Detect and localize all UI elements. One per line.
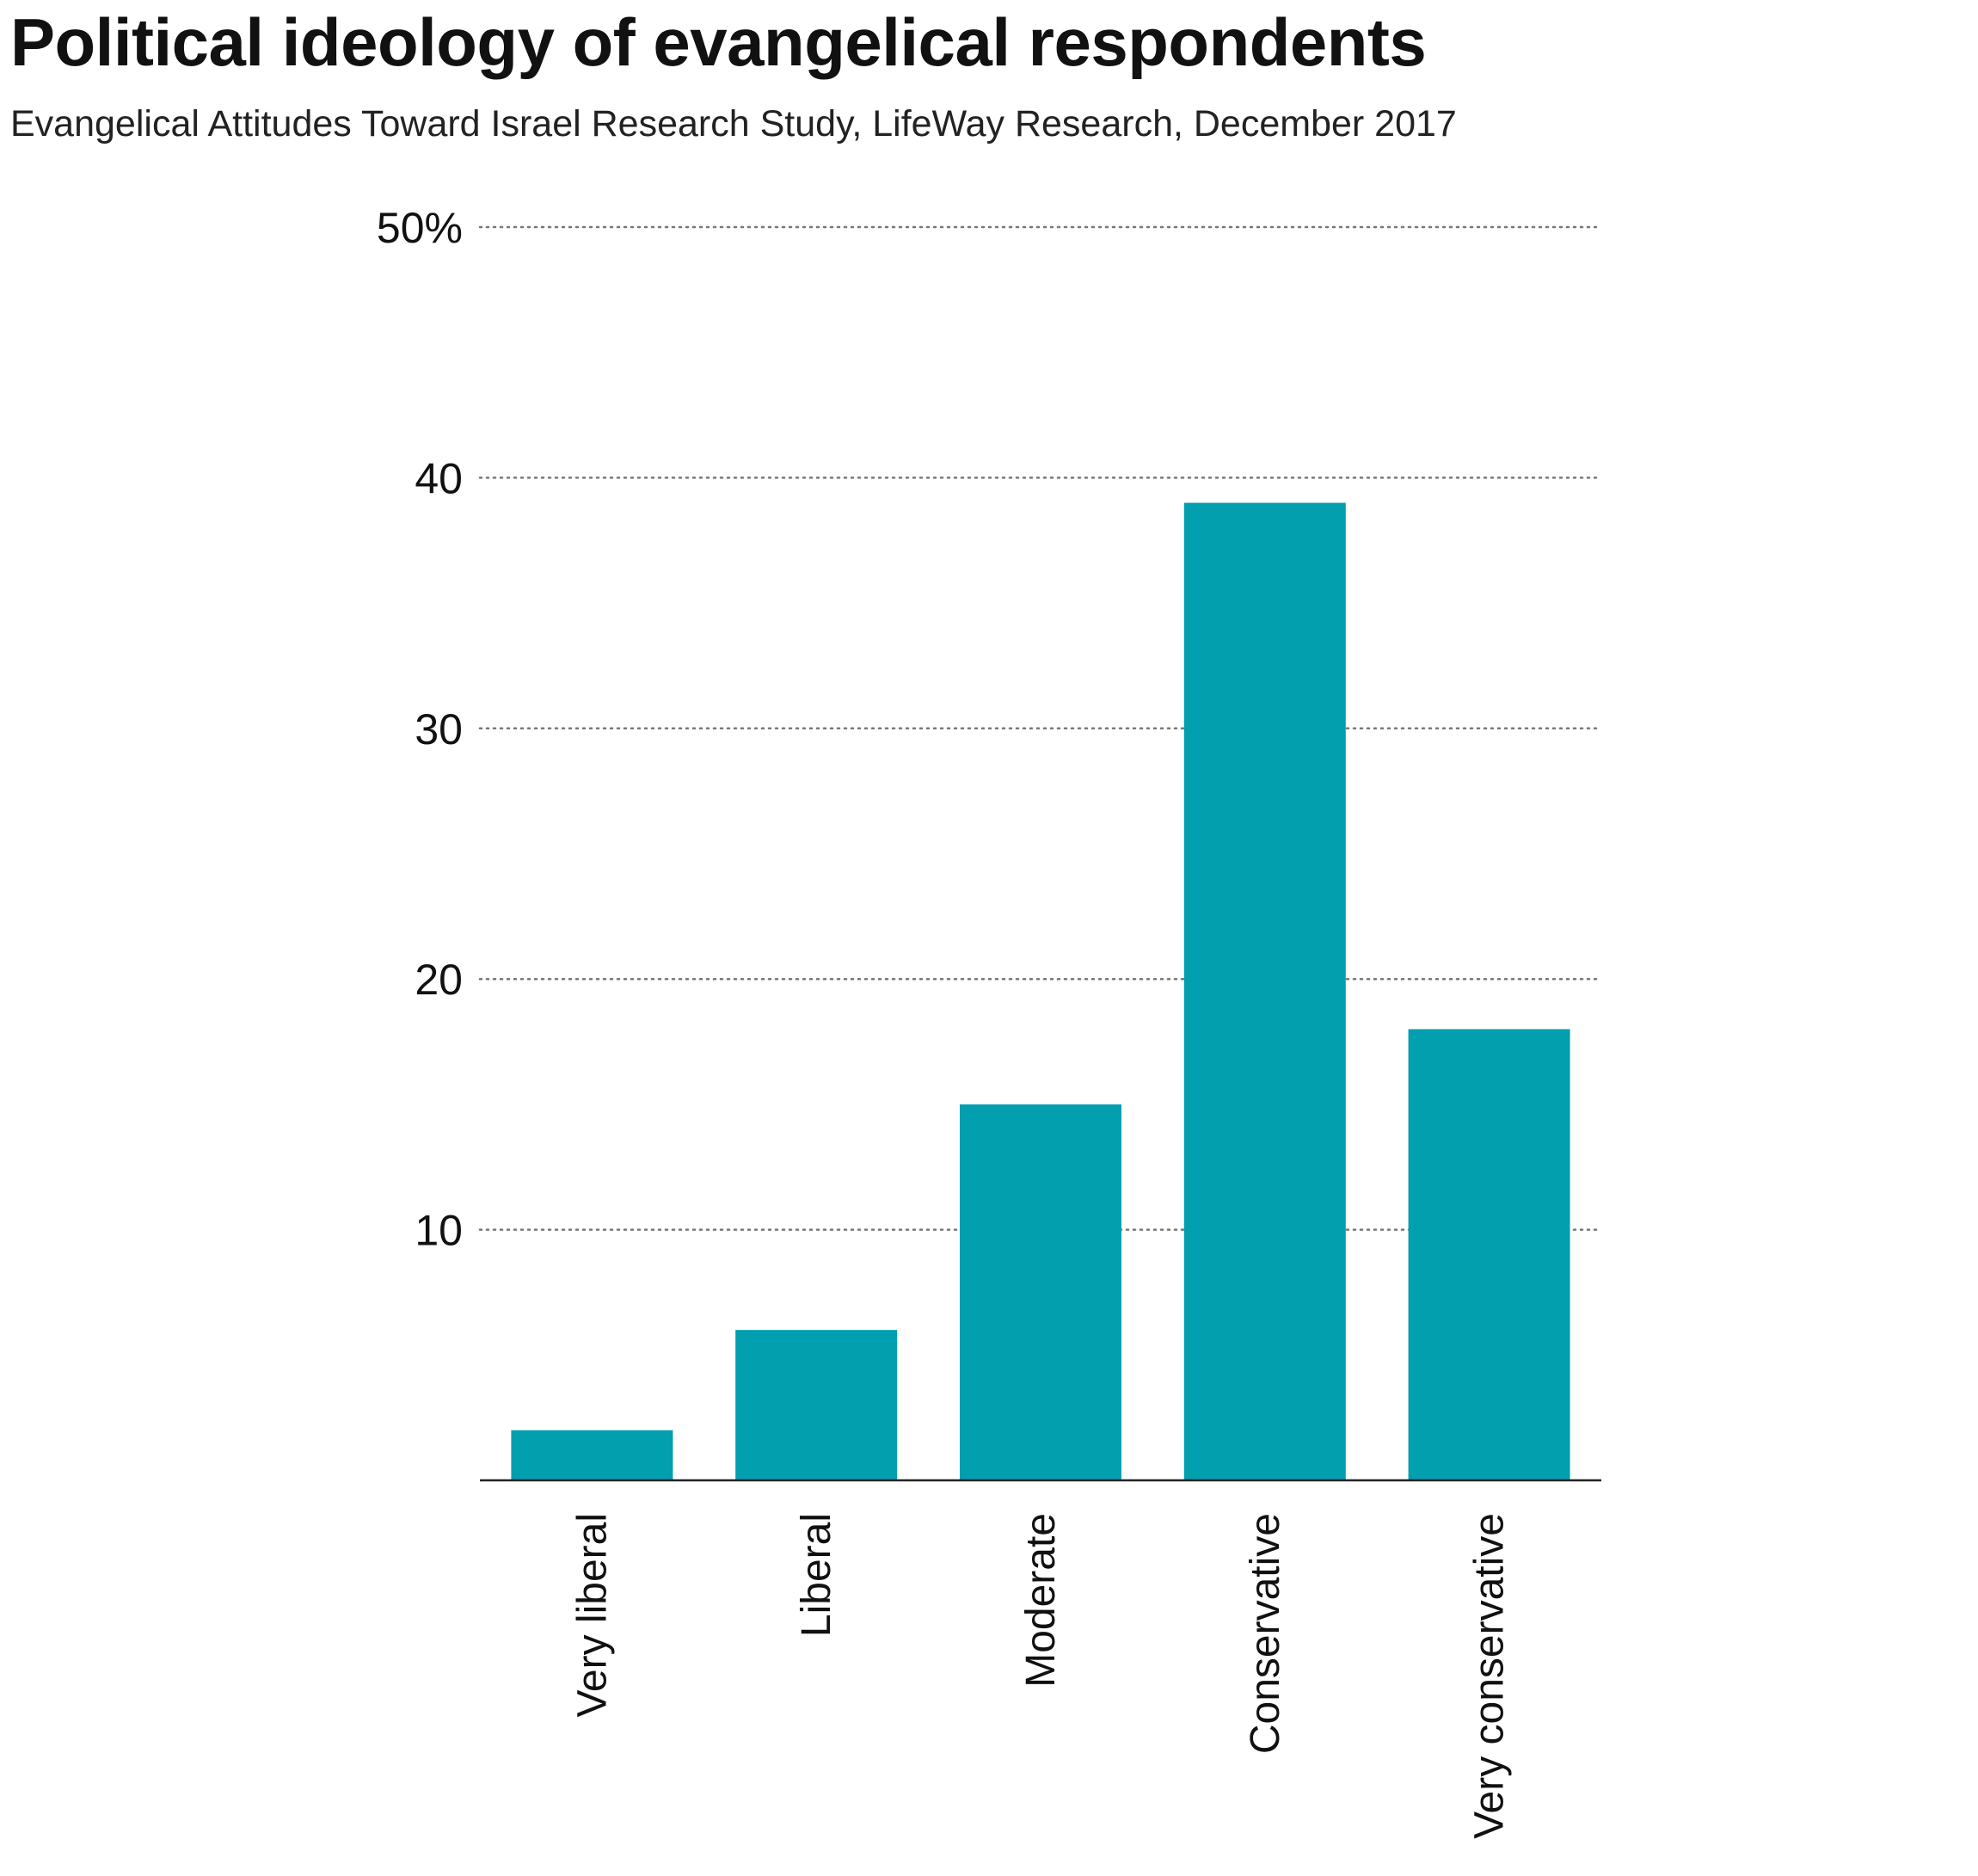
bar — [511, 1430, 673, 1480]
bar — [960, 1104, 1121, 1480]
y-tick-label: 30 — [415, 705, 463, 753]
x-tick-label: Very liberal — [569, 1513, 615, 1717]
y-tick-label: 40 — [415, 454, 463, 502]
chart-title: Political ideology of evangelical respon… — [10, 4, 1427, 80]
y-axis-ticks: 10 20 30 40 50% — [377, 204, 463, 1255]
y-tick-label: 50% — [377, 204, 463, 252]
x-tick-label: Very conservative — [1467, 1513, 1513, 1839]
x-axis-labels: Very liberal Liberal Moderate Conservative V… — [569, 1513, 1512, 1839]
bar — [735, 1330, 898, 1480]
y-tick-label: 20 — [415, 956, 463, 1004]
x-tick-label: Conservative — [1243, 1513, 1288, 1754]
x-tick-label: Liberal — [794, 1513, 839, 1637]
y-tick-label: 10 — [415, 1207, 463, 1255]
bar — [1408, 1029, 1570, 1480]
bar — [1183, 502, 1346, 1480]
chart-subtitle: Evangelical Attitudes Toward Israel Rese… — [10, 103, 1457, 145]
x-tick-label: Moderate — [1018, 1513, 1064, 1688]
bars — [511, 502, 1570, 1480]
